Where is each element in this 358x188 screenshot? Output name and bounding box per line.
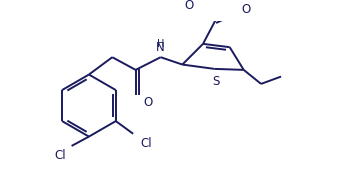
Text: H: H	[157, 39, 164, 49]
Text: O: O	[143, 96, 152, 108]
Text: O: O	[184, 0, 194, 12]
Text: N: N	[156, 41, 165, 54]
Text: O: O	[242, 3, 251, 16]
Text: S: S	[212, 75, 219, 88]
Text: Cl: Cl	[140, 137, 152, 150]
Text: Cl: Cl	[54, 149, 66, 162]
